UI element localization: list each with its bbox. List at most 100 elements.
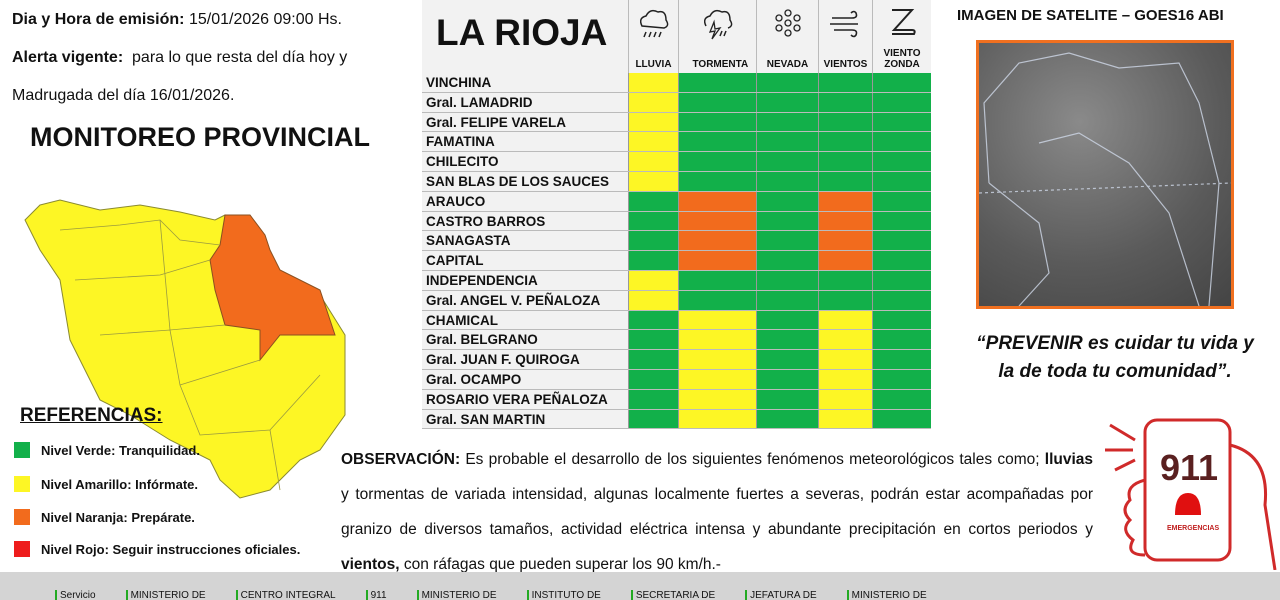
alert-level-cell [818,409,872,429]
alert-level-cell [628,290,678,310]
alert-line: Alerta vigente: para lo que resta del dí… [12,48,347,68]
table-row: FAMATINA [422,132,931,153]
rain-cloud-icon [639,9,668,38]
alert-level-cell [872,271,931,290]
table-row: CHAMICAL [422,310,931,331]
alert-value: para lo que resta del día hoy y [132,49,348,66]
department-name: Gral. SAN MARTIN [422,409,628,429]
alert-level-cell [756,211,818,231]
green-swatch [14,442,30,458]
alert-level-cell [628,73,678,92]
alert-level-cell [628,211,678,231]
table-row: CASTRO BARROS [422,211,931,232]
department-name: SAN BLAS DE LOS SAUCES [422,172,628,191]
alert-level-cell [818,330,872,350]
reference-green: Nivel Verde: Tranquilidad. [14,442,200,458]
footer-logo-text: 911 [365,590,387,600]
alert-level-cell [628,172,678,191]
table-row: Gral. BELGRANO [422,330,931,351]
alert-level-cell [678,211,756,231]
alert-level-cell [628,191,678,211]
table-row: Gral. JUAN F. QUIROGA [422,350,931,370]
alert-level-cell [756,92,818,112]
alert-level-cell [756,191,818,211]
table-row: ARAUCO [422,191,931,212]
alert-level-cell [818,251,872,270]
alert-level-cell [872,310,931,330]
alert-level-cell [818,389,872,409]
alert-level-cell [628,92,678,112]
department-name: ROSARIO VERA PEÑALOZA [422,389,628,409]
table-title-cell [422,0,628,73]
alert-level-cell [628,132,678,152]
motto: “PREVENIR es cuidar tu vida y la de toda … [960,330,1270,386]
emission-value: 15/01/2026 09:00 Hs. [188,11,342,28]
department-name: SANAGASTA [422,231,628,251]
table-title: LA RIOJA [436,12,608,53]
alert-level-cell [628,251,678,270]
alert-level-cell [818,271,872,290]
alert-level-cell [756,310,818,330]
alert-label: Alerta vigente: [12,49,124,66]
alert-level-cell [628,310,678,330]
column-label: LLUVIA [635,59,672,70]
emission-line: Dia y Hora de emisión: 15/01/2026 09:00 … [12,10,342,30]
alert-level-cell [678,152,756,171]
alert-level-cell [818,172,872,191]
alert-level-cell [628,409,678,429]
alert-level-cell [818,132,872,152]
table-row: ROSARIO VERA PEÑALOZA [422,389,931,410]
zonda-icon [891,9,916,35]
alert-level-cell [818,191,872,211]
orange-swatch [14,509,30,525]
column-label: VIENTOS [823,59,868,70]
alert-level-cell [756,152,818,171]
alert-level-cell [628,152,678,171]
storm-cloud-icon [703,9,732,40]
table-row: Gral. ANGEL V. PEÑALOZA [422,290,931,311]
wind-icon [829,10,858,38]
reference-red: Nivel Rojo: Seguir instrucciones oficial… [14,541,300,557]
department-name: Gral. OCAMPO [422,370,628,389]
alert-level-cell [818,112,872,132]
alert-level-cell [628,350,678,369]
alert-level-cell [678,191,756,211]
department-name: FAMATINA [422,132,628,152]
emergency-911-logo: 911 EMERGENCIAS [1105,418,1277,570]
alert-level-cell [872,370,931,389]
alert-level-cell [872,152,931,171]
alert-level-cell [628,389,678,409]
alert-level-cell [872,251,931,270]
column-header-viento-zonda: VIENTO ZONDA [872,0,931,73]
department-name: VINCHINA [422,73,628,92]
table-row: Gral. SAN MARTIN [422,409,931,430]
alert-level-cell [628,231,678,251]
reference-yellow: Nivel Amarillo: Infórmate. [14,476,198,492]
alert-level-cell [678,73,756,92]
table-row: CAPITAL [422,251,931,271]
column-header-lluvia: LLUVIA [628,0,678,73]
map-orange-region [209,214,336,362]
column-label: TORMENTA [692,59,749,70]
alert-level-cell [678,251,756,270]
table-row: SAN BLAS DE LOS SAUCES [422,172,931,192]
province-map [24,199,346,499]
observation-bold: vientos, [341,556,400,573]
footer-logo-text: MINISTERIO DE [846,590,927,600]
footer-logo-text: MINISTERIO DE [416,590,497,600]
alert-level-cell [678,310,756,330]
observation-part: Es probable el desarrollo de los siguien… [460,451,1040,468]
alert-level-cell [756,132,818,152]
motto-line-1: “PREVENIR es cuidar tu vida y [976,333,1254,354]
alert-level-cell [628,330,678,350]
department-name: CHAMICAL [422,310,628,330]
footer-logos: Servicio MINISTERIO DE CENTRO INTEGRAL 911 M… [0,572,1280,600]
reference-label: Nivel Rojo: Seguir instrucciones oficial… [41,541,301,557]
satellite-borders [978,52,1232,307]
department-name: Gral. BELGRANO [422,330,628,350]
department-name: Gral. JUAN F. QUIROGA [422,350,628,369]
alert-level-cell [872,92,931,112]
alert-level-cell [872,409,931,429]
alert-level-cell [872,330,931,350]
column-header-vientos: VIENTOS [818,0,872,73]
